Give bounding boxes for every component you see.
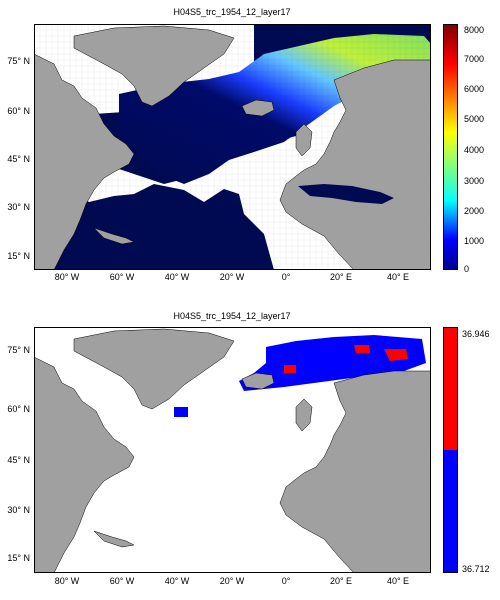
bottom-land-caribbean [93,530,135,548]
top-colorbar-tick: 2000 [464,206,485,216]
top-lat-label: 30° N [7,202,30,212]
bottom-map-title: H04S5_trc_1954_12_layer17 [173,311,291,321]
bottom-lat-label: 30° N [7,505,30,515]
bottom-red-patch-arctic [354,345,370,353]
top-mediterranean [298,184,394,204]
bottom-lon-label: 20° W [219,576,245,586]
top-lat-label: 15° N [7,251,30,261]
bottom-land-iceland [241,372,275,390]
bottom-lat-label: 15° N [7,553,30,563]
bottom-blue-patch-atlantic [174,407,188,417]
bottom-colorbar [443,327,458,573]
top-lon-label: 20° W [219,272,245,282]
bottom-lat-label: 60° N [7,404,30,414]
top-lon-label: 40° W [164,272,190,282]
bottom-lon-label: 40° E [386,576,410,586]
bottom-colorbar-tick: 36.712 [462,564,490,574]
bottom-lon-label: 80° W [54,576,80,586]
top-colorbar [443,24,458,270]
top-colorbar-tick: 0 [464,264,470,274]
bottom-land-europe-africa [279,370,431,573]
top-lon-label: 60° W [109,272,135,282]
bottom-red-patch-arctic [384,349,408,361]
top-land-europe-africa [279,59,431,270]
bottom-map-frame [34,327,431,573]
top-lon-label: 0° [281,272,291,282]
bottom-lat-label: 75° N [7,345,30,355]
bottom-blue-patch-arctic [239,335,426,391]
top-lat-label: 75° N [7,56,30,66]
top-colorbar-tick: 8000 [464,25,485,35]
bottom-lon-label: 20° E [329,576,353,586]
top-colorbar-tick: 3000 [464,176,485,186]
top-colorbar-tick: 7000 [464,54,485,64]
top-lat-label: 45° N [7,154,30,164]
top-lon-label: 80° W [54,272,80,282]
bottom-colorbar-tick: 36.946 [462,329,490,339]
top-land-north-america [34,53,135,270]
top-land-caribbean [93,227,135,245]
top-lon-label: 40° E [386,272,410,282]
bottom-red-patch-arctic [284,365,296,373]
top-map-frame [34,24,431,270]
top-colorbar-tick: 4000 [464,145,485,155]
top-colorbar-tick: 5000 [464,114,485,124]
top-land-greenland [73,25,235,107]
bottom-map [34,327,431,573]
top-colorbar-tick: 1000 [464,236,485,246]
top-map-title: H04S5_trc_1954_12_layer17 [173,7,291,17]
top-colorbar-tick: 6000 [464,84,485,94]
bottom-lon-label: 40° W [164,576,190,586]
top-land-britain [295,123,313,157]
bottom-lon-label: 60° W [109,576,135,586]
bottom-land-greenland [73,328,235,410]
bottom-land-north-america [34,356,135,573]
top-map [34,24,431,270]
bottom-lon-label: 0° [281,576,291,586]
top-land-iceland [241,99,275,117]
top-lat-label: 60° N [7,106,30,116]
top-lon-label: 20° E [329,272,353,282]
bottom-lat-label: 45° N [7,455,30,465]
bottom-land-britain [295,398,313,432]
